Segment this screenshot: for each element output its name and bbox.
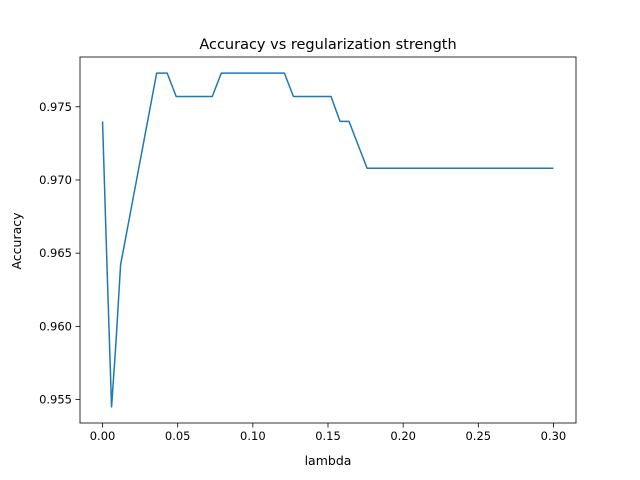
x-axis-label: lambda <box>305 453 352 468</box>
y-tick-label: 0.965 <box>39 246 72 260</box>
x-tick-label: 0.20 <box>390 429 416 443</box>
y-tick-label: 0.975 <box>39 100 72 114</box>
y-axis-label: Accuracy <box>9 212 24 270</box>
x-tick-label: 0.15 <box>315 429 341 443</box>
y-tick-label: 0.955 <box>39 393 72 407</box>
axes-layer: 0.00 0.05 0.10 0.15 0.20 0.25 0.30 0.955 0.960 0.… <box>39 56 577 443</box>
series-line-1 <box>101 72 554 408</box>
chart-title: Accuracy vs regularization strength <box>199 37 456 53</box>
x-tick-label: 0.05 <box>165 429 191 443</box>
x-tick-label: 0.30 <box>541 429 567 443</box>
x-tick-label: 0.00 <box>90 429 116 443</box>
series-layer <box>101 72 554 408</box>
y-tick-label: 0.970 <box>39 173 72 187</box>
y-tick-label: 0.960 <box>39 319 72 333</box>
x-tick-label: 0.25 <box>465 429 491 443</box>
x-tick-label: 0.10 <box>240 429 266 443</box>
